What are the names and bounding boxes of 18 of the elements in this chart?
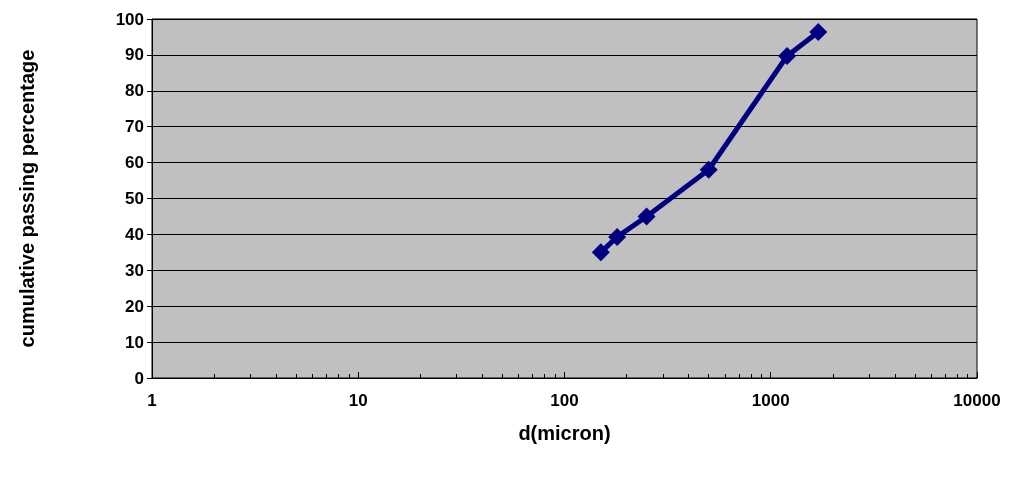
x-tick-label: 1 [147, 391, 157, 410]
y-tick-label: 60 [125, 153, 144, 173]
y-tick-label: 40 [125, 224, 144, 244]
y-tick-label: 100 [115, 9, 144, 29]
y-tick-label: 10 [125, 332, 144, 352]
x-axis-title: d(micron) [518, 422, 611, 444]
y-tick-label: 20 [125, 296, 144, 316]
y-tick-label: 70 [125, 117, 144, 137]
x-tick-label: 1000 [751, 391, 790, 410]
y-tick-label: 50 [125, 189, 144, 208]
y-axis-title: cumulative passing percentage [16, 49, 38, 348]
x-tick-label: 10 [348, 391, 368, 410]
x-tick-label: 100 [550, 391, 579, 410]
y-tick-label: 30 [125, 260, 144, 280]
x-tick-label: 10000 [953, 391, 1001, 410]
y-tick-label: 90 [125, 45, 144, 65]
y-tick-label: 80 [125, 81, 144, 101]
y-tick-label: 0 [134, 368, 144, 388]
